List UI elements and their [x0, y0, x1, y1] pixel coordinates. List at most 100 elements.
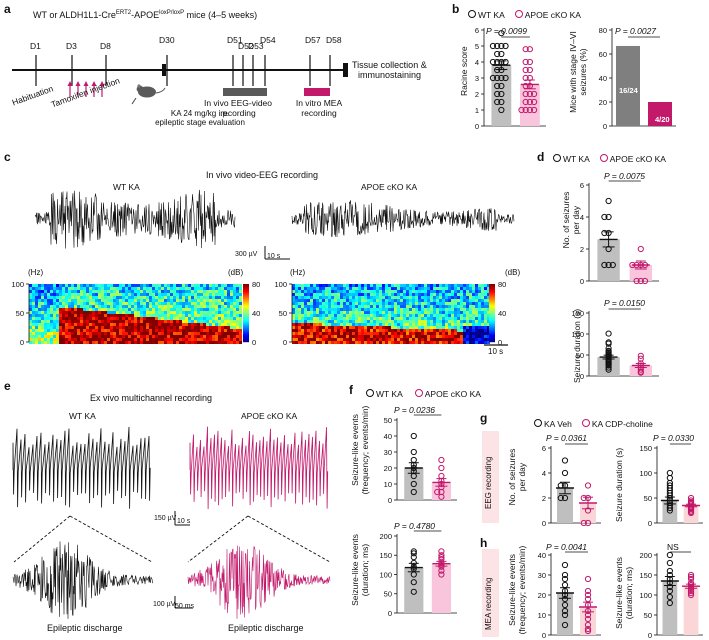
colorbar-wt-band: [243, 322, 249, 324]
spectrogram-cko-cell: [364, 305, 367, 308]
colorbar-cko-band: [489, 331, 495, 333]
spectrogram-wt-cell: [143, 338, 146, 341]
spectrogram-cko-cell: [388, 290, 391, 293]
spectrogram-wt-cell: [35, 314, 38, 317]
spectrogram-cko-cell: [406, 338, 409, 341]
spectrogram-wt-cell: [95, 308, 98, 311]
spectrogram-wt-cell: [200, 299, 203, 302]
spectrogram-wt-cell: [146, 296, 149, 299]
spectrogram-cko-cell: [328, 302, 331, 305]
spectrogram-wt-cell: [86, 284, 89, 287]
spectrogram-wt-cell: [74, 332, 77, 335]
spectrogram-wt-cell: [107, 302, 110, 305]
spectrogram-cko-cell: [379, 305, 382, 308]
spectrogram-wt-cell: [131, 287, 134, 290]
spectrogram-cko-cell: [454, 293, 457, 296]
spectrogram-wt-cell: [119, 332, 122, 335]
spectrogram-wt-cell: [128, 302, 131, 305]
spectrogram-cko-cell: [460, 317, 463, 320]
spectrogram-cko-cell: [355, 332, 358, 335]
seizures-per-day-ytick-label: 2: [580, 245, 584, 254]
spectrogram-wt-cell: [212, 287, 215, 290]
spectrogram-wt-cell: [137, 323, 140, 326]
spectrogram-cko-cell: [304, 320, 307, 323]
spectrogram-cko-cell: [379, 341, 382, 344]
spectrogram-cko-cell: [454, 290, 457, 293]
spectrogram-wt-cell: [125, 305, 128, 308]
spectrogram-cko-cell: [478, 299, 481, 302]
spectrogram-wt-cell: [149, 320, 152, 323]
f-duration-point-0: [410, 579, 417, 586]
spectrogram-wt-cell: [38, 296, 41, 299]
spectrogram-wt-cell: [188, 335, 191, 338]
eeg-label: In vivo EEG-video recording: [203, 98, 273, 118]
spectrogram-cko-cell: [301, 287, 304, 290]
spectrogram-wt-cell: [191, 326, 194, 329]
spectrogram-cko-cell: [412, 326, 415, 329]
spectrogram-wt-cell: [110, 329, 113, 332]
spectrogram-wt-cell: [206, 311, 209, 314]
spectrogram-cko-cell: [337, 311, 340, 314]
spectrogram-wt-cell: [185, 335, 188, 338]
spectrogram-cko-cell: [433, 341, 436, 344]
spectrogram-cko-cell: [436, 293, 439, 296]
spectrogram-cko-cell: [442, 323, 445, 326]
spectrogram-cko-cell: [316, 326, 319, 329]
spectrogram-cko-cell: [415, 317, 418, 320]
spectrogram-wt-cell: [104, 293, 107, 296]
spectrogram-wt-cell: [44, 341, 47, 344]
spectrogram-wt-cell: [164, 341, 167, 344]
spectrogram-wt-cell: [167, 317, 170, 320]
spectrogram-cko-cell: [415, 299, 418, 302]
spectrogram-wt-cell: [155, 329, 158, 332]
spectrogram-cko-cell: [304, 284, 307, 287]
spectrogram-cko-cell: [418, 290, 421, 293]
spectrogram-wt-cell: [215, 341, 218, 344]
spectrogram-wt-cell: [101, 308, 104, 311]
spectrogram-wt-cell: [233, 302, 236, 305]
h-duration-point-1: [687, 581, 695, 589]
spectrogram-cko-cell: [316, 308, 319, 311]
seizure-duration-point-0: [605, 340, 612, 347]
spectrogram-wt-cell: [167, 320, 170, 323]
spectrogram-cko-cell: [439, 302, 442, 305]
spectrogram-wt-cell: [173, 302, 176, 305]
spectrogram-wt-cell: [170, 320, 173, 323]
spectrogram-cko-cell: [334, 329, 337, 332]
spectrogram-wt-cell: [155, 326, 158, 329]
spectrogram-cko-cell: [469, 299, 472, 302]
spectrogram-cko-cell: [382, 308, 385, 311]
spectrogram-wt-cell: [176, 329, 179, 332]
spectrogram-cko-cell: [385, 287, 388, 290]
spectrogram-wt-cell: [47, 302, 50, 305]
spectrogram-wt-cell: [233, 329, 236, 332]
spectrogram-cko-cell: [418, 323, 421, 326]
day-D52: D52: [238, 41, 254, 51]
f-duration-point-0: [410, 559, 417, 567]
spectrogram-wt-cell: [236, 341, 239, 344]
spectrogram-cko-cell: [460, 287, 463, 290]
spectrogram-wt-cell: [194, 302, 197, 305]
spectrogram-wt-cell: [29, 311, 32, 314]
spectrogram-wt-cell: [68, 332, 71, 335]
spectrogram-cko-cell: [370, 320, 373, 323]
spectrogram-wt-cell: [206, 332, 209, 335]
spectrogram-wt-cell: [230, 329, 233, 332]
spectrogram-cko-cell: [292, 341, 295, 344]
spectrogram-cko-cell: [322, 329, 325, 332]
spectrogram-wt-cell: [89, 323, 92, 326]
spectrogram-cko-cell: [382, 317, 385, 320]
spectrogram-wt-cell: [77, 329, 80, 332]
spectrogram-wt-cell: [146, 284, 149, 287]
spectrogram-cko-cell: [436, 329, 439, 332]
spectrogram-cko-cell: [418, 320, 421, 323]
spectrogram-wt-cell: [170, 335, 173, 338]
spectrogram-wt-cell: [128, 320, 131, 323]
spectrogram-cko-cell: [454, 311, 457, 314]
h-duration-ytick-label: 0: [648, 631, 652, 640]
spectrogram-wt-cell: [56, 305, 59, 308]
spectrogram-wt-cell: [59, 290, 62, 293]
racine-point-0: [498, 106, 505, 114]
spectrogram-wt-cell: [104, 326, 107, 329]
spectrogram-wt-cell: [191, 290, 194, 293]
